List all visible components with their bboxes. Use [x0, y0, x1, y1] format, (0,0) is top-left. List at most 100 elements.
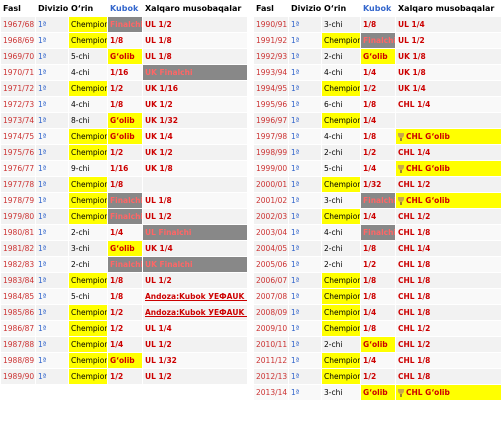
division-link-text: 1ª [38, 68, 47, 77]
season-link[interactable]: 2001/02 [254, 193, 288, 208]
season-link[interactable]: 1976/77 [1, 161, 35, 176]
division-link[interactable]: 1ª [289, 177, 321, 192]
season-link-text: 1986/87 [3, 324, 35, 333]
division-link[interactable]: 1ª [289, 113, 321, 128]
season-link[interactable]: 2013/14 [254, 385, 288, 400]
division-link[interactable]: 1ª [36, 193, 68, 208]
division-link[interactable]: 1ª [289, 97, 321, 112]
division-link[interactable]: 1ª [289, 385, 321, 400]
season-link[interactable]: 1996/97 [254, 113, 288, 128]
season-link[interactable]: 2004/05 [254, 241, 288, 256]
season-link[interactable]: 2008/09 [254, 305, 288, 320]
division-link[interactable]: 1ª [36, 321, 68, 336]
season-link[interactable]: 1988/89 [1, 353, 35, 368]
season-link[interactable]: 1982/83 [1, 257, 35, 272]
intl-cell: UK 1/8 [143, 161, 247, 176]
season-link[interactable]: 2003/04 [254, 225, 288, 240]
division-link[interactable]: 1ª [36, 257, 68, 272]
season-link[interactable]: 2011/12 [254, 353, 288, 368]
division-link[interactable]: 1ª [289, 65, 321, 80]
division-link[interactable]: 1ª [36, 145, 68, 160]
division-link[interactable]: 1ª [289, 337, 321, 352]
division-link[interactable]: 1ª [289, 273, 321, 288]
division-link[interactable]: 1ª [289, 369, 321, 384]
division-link[interactable]: 1ª [36, 369, 68, 384]
season-link[interactable]: 2002/03 [254, 209, 288, 224]
season-link[interactable]: 1991/92 [254, 33, 288, 48]
season-link[interactable]: 2005/06 [254, 257, 288, 272]
season-link[interactable]: 1994/95 [254, 81, 288, 96]
division-link[interactable]: 1ª [289, 17, 321, 32]
season-link[interactable]: 2007/08 [254, 289, 288, 304]
division-link[interactable]: 1ª [289, 193, 321, 208]
division-link[interactable]: 1ª [36, 129, 68, 144]
division-link[interactable]: 1ª [36, 289, 68, 304]
division-link[interactable]: 1ª [36, 161, 68, 176]
division-link[interactable]: 1ª [289, 145, 321, 160]
division-link[interactable]: 1ª [289, 305, 321, 320]
cup-cell-text: 1/4 [363, 356, 377, 365]
season-link[interactable]: 2012/13 [254, 369, 288, 384]
season-link[interactable]: 1985/86 [1, 305, 35, 320]
division-link[interactable]: 1ª [36, 17, 68, 32]
division-link[interactable]: 1ª [36, 273, 68, 288]
division-link[interactable]: 1ª [36, 177, 68, 192]
season-link[interactable]: 2000/01 [254, 177, 288, 192]
season-link[interactable]: 2009/10 [254, 321, 288, 336]
division-link[interactable]: 1ª [36, 305, 68, 320]
season-link[interactable]: 1986/87 [1, 321, 35, 336]
season-link[interactable]: 2006/07 [254, 273, 288, 288]
season-link[interactable]: 1979/80 [1, 209, 35, 224]
season-link[interactable]: 1995/96 [254, 97, 288, 112]
season-link[interactable]: 1974/75 [1, 129, 35, 144]
division-link[interactable]: 1ª [289, 241, 321, 256]
division-link[interactable]: 1ª [289, 161, 321, 176]
division-link[interactable]: 1ª [36, 353, 68, 368]
division-link[interactable]: 1ª [36, 113, 68, 128]
division-link[interactable]: 1ª [289, 257, 321, 272]
division-link-text: 1ª [38, 212, 47, 221]
season-link[interactable]: 1984/85 [1, 289, 35, 304]
season-link[interactable]: 1980/81 [1, 225, 35, 240]
division-link[interactable]: 1ª [289, 353, 321, 368]
season-link[interactable]: 1993/94 [254, 65, 288, 80]
division-link[interactable]: 1ª [36, 49, 68, 64]
season-link[interactable]: 1970/71 [1, 65, 35, 80]
division-link[interactable]: 1ª [289, 81, 321, 96]
division-link[interactable]: 1ª [289, 49, 321, 64]
season-link[interactable]: 1978/79 [1, 193, 35, 208]
season-link[interactable]: 1981/82 [1, 241, 35, 256]
division-link[interactable]: 1ª [289, 209, 321, 224]
division-link[interactable]: 1ª [36, 65, 68, 80]
division-link[interactable]: 1ª [289, 289, 321, 304]
season-link[interactable]: 1997/98 [254, 129, 288, 144]
season-link[interactable]: 1972/73 [1, 97, 35, 112]
season-link[interactable]: 1975/76 [1, 145, 35, 160]
season-link[interactable]: 1998/99 [254, 145, 288, 160]
season-link[interactable]: 1967/68 [1, 17, 35, 32]
season-link[interactable]: 1987/88 [1, 337, 35, 352]
division-link[interactable]: 1ª [289, 225, 321, 240]
division-link[interactable]: 1ª [289, 129, 321, 144]
season-link[interactable]: 1971/72 [1, 81, 35, 96]
division-link[interactable]: 1ª [289, 33, 321, 48]
division-link[interactable]: 1ª [36, 33, 68, 48]
division-link[interactable]: 1ª [36, 241, 68, 256]
division-link[interactable]: 1ª [36, 337, 68, 352]
season-link[interactable]: 2010/11 [254, 337, 288, 352]
season-link[interactable]: 1983/84 [1, 273, 35, 288]
season-link[interactable]: 1973/74 [1, 113, 35, 128]
season-link[interactable]: 1977/78 [1, 177, 35, 192]
division-link[interactable]: 1ª [36, 209, 68, 224]
division-link[interactable]: 1ª [36, 81, 68, 96]
season-link[interactable]: 1992/93 [254, 49, 288, 64]
season-link[interactable]: 1990/91 [254, 17, 288, 32]
division-link[interactable]: 1ª [36, 97, 68, 112]
season-link[interactable]: 1989/90 [1, 369, 35, 384]
division-link[interactable]: 1ª [289, 321, 321, 336]
season-link[interactable]: 1969/70 [1, 49, 35, 64]
intl-cell-text: CHL 1/2 [398, 180, 431, 189]
division-link[interactable]: 1ª [36, 225, 68, 240]
season-link[interactable]: 1999/00 [254, 161, 288, 176]
season-link[interactable]: 1968/69 [1, 33, 35, 48]
